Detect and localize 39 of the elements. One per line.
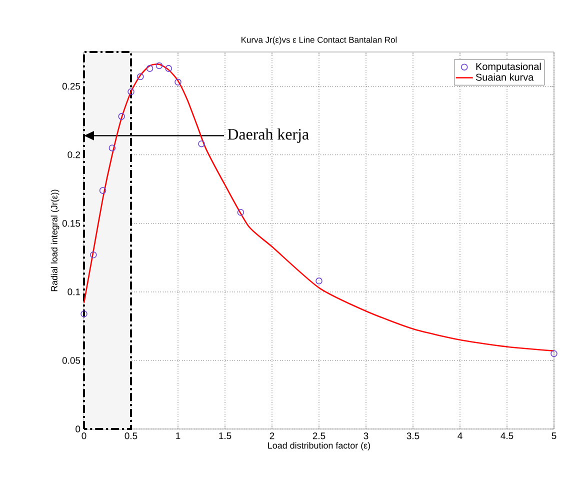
legend-label: Komputasional: [476, 62, 541, 72]
x-tick-label: 0: [82, 432, 86, 440]
y-tick-label: 0.2: [68, 151, 80, 158]
point: [128, 88, 134, 96]
x-tick-label: 4: [458, 432, 462, 440]
point: [80, 310, 88, 318]
point: [156, 62, 163, 70]
point: [198, 140, 205, 148]
point: [99, 187, 106, 194]
x-tick-label: 2.5: [312, 432, 326, 440]
x-axis-title: Load distribution factor (ε): [268, 442, 370, 450]
x-tick-label: 1.5: [219, 432, 232, 440]
x-tick-label: 4.5: [500, 432, 514, 440]
point: [137, 73, 144, 80]
point: [550, 350, 558, 357]
x-tick-label: 5: [552, 432, 556, 440]
point: [165, 65, 172, 72]
y-tick-label: 0: [76, 426, 80, 432]
y-tick-label: 0.25: [62, 82, 80, 90]
y-axis-title: Radial load integral (Jr(ε)): [50, 190, 60, 292]
x-tick-label: 3.5: [406, 432, 420, 440]
x-tick-label: 0.5: [124, 432, 138, 440]
point: [174, 78, 182, 86]
point: [90, 252, 97, 258]
legend-label: Suaian kurva: [476, 73, 534, 81]
point: [316, 278, 322, 284]
line-series: [83, 64, 555, 352]
band-label: Daerah kerja: [228, 128, 309, 143]
x-tick-label: 3: [364, 432, 368, 440]
x-tick-label: 1: [176, 432, 180, 440]
point: [237, 209, 244, 216]
chart-title: Kurva Jr(ε)vs ε Line Contact Bantalan Rol: [242, 36, 397, 44]
point: [118, 113, 125, 120]
point: [108, 144, 116, 152]
x-tick-label: 2: [270, 432, 274, 440]
y-tick-label: 0.1: [68, 288, 80, 296]
y-tick-label: 0.15: [62, 220, 80, 227]
point: [146, 65, 154, 72]
y-tick-label: 0.05: [62, 357, 80, 364]
